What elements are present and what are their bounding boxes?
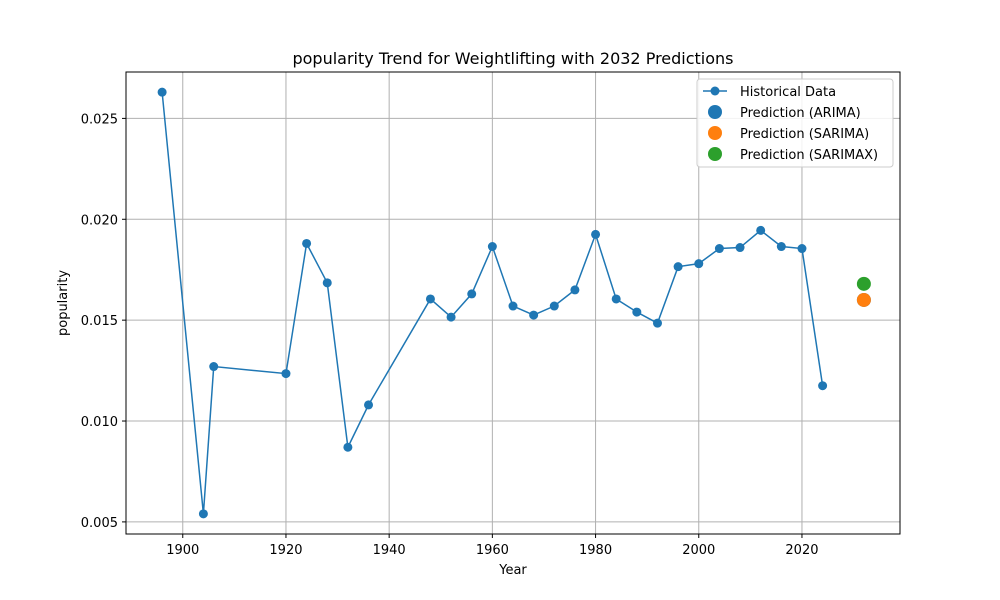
legend-label: Historical Data [740, 85, 836, 100]
historical-data-point [508, 301, 518, 311]
prediction-point-2 [856, 292, 871, 307]
historical-data-point [343, 442, 353, 452]
legend-label: Prediction (SARIMA) [740, 127, 869, 142]
y-tick-label: 0.015 [81, 314, 118, 329]
legend-marker [710, 86, 720, 96]
historical-data-point [322, 278, 332, 288]
legend-marker [708, 147, 722, 161]
chart-title: popularity Trend for Weightlifting with … [292, 49, 733, 68]
axis-ticks: 1900 1920 1940 1960 1980 2000 2020 0.005 0.010 0.… [81, 112, 819, 558]
x-tick-label: 1940 [373, 543, 406, 558]
historical-data-point [281, 369, 291, 379]
y-tick-label: 0.005 [81, 516, 118, 531]
y-tick-label: 0.010 [81, 415, 118, 430]
x-tick-label: 2020 [785, 543, 818, 558]
historical-data-point [549, 301, 559, 311]
axes-frame [125, 71, 901, 535]
historical-data-point [673, 262, 683, 272]
historical-data-point [302, 238, 312, 248]
historical-data-line [161, 92, 824, 514]
historical-data-point [591, 229, 601, 239]
historical-data-point [425, 294, 435, 304]
legend-marker [708, 105, 722, 119]
historical-data-point [570, 285, 580, 295]
plot-area [157, 87, 871, 519]
x-tick-label: 1960 [476, 543, 509, 558]
historical-data-point [652, 318, 662, 328]
historical-data-point [529, 310, 539, 320]
historical-data-point [756, 225, 766, 235]
historical-data-point [467, 289, 477, 299]
historical-data-point [487, 242, 497, 252]
x-tick-label: 2000 [682, 543, 715, 558]
x-axis-label: Year [498, 563, 527, 578]
prediction-point-3 [856, 276, 871, 291]
historical-data-point [611, 294, 621, 304]
legend-label: Prediction (ARIMA) [740, 106, 861, 121]
historical-data-point [157, 87, 167, 97]
historical-data-point [776, 242, 786, 252]
historical-data-point [694, 259, 704, 269]
historical-data-point [209, 362, 219, 372]
grid [126, 72, 900, 534]
historical-data-point [714, 244, 724, 254]
historical-data-point [632, 307, 642, 317]
x-tick-label: 1920 [269, 543, 302, 558]
legend: Historical Data Prediction (ARIMA) Predict… [696, 78, 894, 168]
y-tick-label: 0.025 [81, 112, 118, 127]
historical-data-point [198, 509, 208, 519]
legend-marker [708, 126, 722, 140]
legend-label: Prediction (SARIMAX) [740, 148, 878, 163]
historical-data-point [818, 381, 828, 391]
y-axis-label: popularity [56, 270, 71, 336]
x-tick-label: 1900 [166, 543, 199, 558]
historical-data-point [735, 243, 745, 253]
legend-box [696, 78, 894, 168]
historical-data-point [364, 400, 374, 410]
historical-data-point [797, 244, 807, 254]
historical-data-point [446, 312, 456, 322]
x-tick-label: 1980 [579, 543, 612, 558]
y-tick-label: 0.020 [81, 213, 118, 228]
